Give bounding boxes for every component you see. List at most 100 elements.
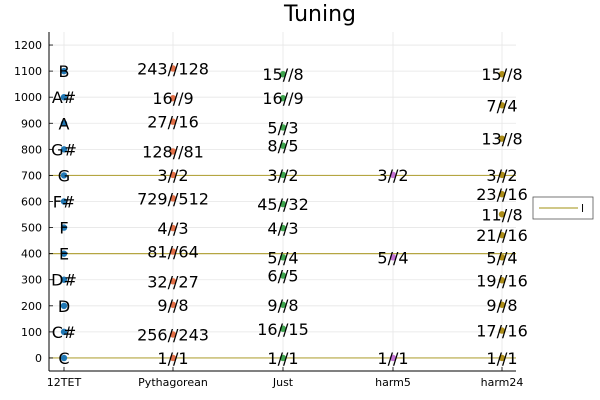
x-tick-label: harm24 <box>481 376 524 389</box>
data-label: 243//128 <box>137 60 209 79</box>
data-label: 16//9 <box>152 89 193 108</box>
chart-title: Tuning <box>283 2 356 27</box>
data-label: G# <box>51 140 77 159</box>
data-point <box>60 146 68 153</box>
data-label: 45//32 <box>257 195 309 214</box>
data-point <box>169 278 177 285</box>
data-label: 3//2 <box>377 166 408 185</box>
y-tick-label: 1200 <box>14 39 42 52</box>
data-label: 3//2 <box>157 166 188 185</box>
data-label: 15//8 <box>481 65 522 84</box>
data-point <box>279 171 287 179</box>
data-point <box>389 171 397 179</box>
data-point <box>60 354 68 362</box>
data-label: 9//8 <box>267 296 298 315</box>
data-label: 6//5 <box>267 267 298 286</box>
data-label: 5//4 <box>486 248 517 267</box>
data-label: 7//4 <box>486 96 517 115</box>
data-label: E <box>59 245 69 264</box>
data-label: 13//8 <box>481 130 522 149</box>
legend: l <box>532 196 594 220</box>
data-point <box>498 277 506 284</box>
data-point <box>279 301 287 308</box>
data-point <box>498 231 506 239</box>
y-tick-label: 500 <box>21 222 42 235</box>
x-axis-ticks: 12TET Pythagorean Just harm5 harm24 <box>47 367 524 389</box>
data-point <box>60 328 68 336</box>
data-point <box>169 65 177 72</box>
data-label: 4//3 <box>157 219 188 238</box>
y-tick-label: 700 <box>21 169 42 182</box>
x-tick-label: 12TET <box>47 376 82 389</box>
data-label: D# <box>51 271 77 290</box>
data-point <box>279 354 287 362</box>
data-label: A# <box>52 88 76 107</box>
data-label: 8//5 <box>267 137 298 156</box>
data-label: 5//3 <box>267 118 298 137</box>
x-tick-label: Just <box>272 376 294 389</box>
data-label: 16//9 <box>262 89 303 108</box>
data-label: 19//16 <box>476 271 528 290</box>
data-label: 128//81 <box>142 142 204 161</box>
data-label: 11//8 <box>481 205 522 224</box>
y-tick-label: 100 <box>21 326 42 339</box>
data-label: C <box>58 349 69 368</box>
data-label: 9//8 <box>157 296 188 315</box>
data-point <box>60 250 68 257</box>
y-tick-label: 1100 <box>14 65 42 78</box>
data-point <box>169 171 177 179</box>
data-point <box>498 190 506 198</box>
data-point <box>169 148 177 155</box>
data-point <box>169 301 177 308</box>
data-point <box>169 224 177 232</box>
legend-label: l <box>581 202 584 215</box>
data-point <box>169 195 177 202</box>
data-point <box>279 71 287 78</box>
data-label: 5//4 <box>377 248 408 267</box>
data-label: 27//16 <box>147 113 199 132</box>
data-point <box>498 301 506 308</box>
data-point <box>498 71 506 78</box>
data-point <box>169 118 177 125</box>
data-label: 15//8 <box>262 65 303 84</box>
data-label: 1//1 <box>486 349 517 368</box>
y-tick-label: 200 <box>21 300 42 313</box>
data-label: 23//16 <box>476 185 528 204</box>
data-label: 32//27 <box>147 272 199 291</box>
data-point <box>498 354 506 362</box>
data-point <box>498 327 506 334</box>
x-tick-label: harm5 <box>375 376 411 389</box>
data-label: D <box>58 297 70 316</box>
data-label: 729//512 <box>137 189 209 208</box>
data-label: 1//1 <box>377 349 408 368</box>
data-point <box>498 171 506 179</box>
data-label: 9//8 <box>486 296 517 315</box>
data-label: 16//15 <box>257 320 309 339</box>
data-point <box>279 325 287 332</box>
data-point <box>60 172 68 179</box>
data-label: 4//3 <box>267 219 298 238</box>
y-tick-label: 800 <box>21 143 42 156</box>
y-tick-label: 300 <box>21 274 42 287</box>
data-label: 17//16 <box>476 322 528 341</box>
data-point <box>498 102 506 109</box>
data-point <box>169 95 177 102</box>
data-point <box>60 67 68 75</box>
data-point <box>279 254 287 261</box>
data-point <box>60 93 68 101</box>
data-point <box>498 135 506 142</box>
data-point <box>169 331 177 338</box>
data-point <box>279 200 287 208</box>
data-label: 3//2 <box>267 166 298 185</box>
y-axis-ticks: 0 100 200 300 400 500 600 700 800 900 1000 1100 1200 <box>14 39 53 365</box>
data-point <box>279 124 287 131</box>
data-label: 3//2 <box>486 166 517 185</box>
data-point <box>279 272 287 279</box>
data-label: F <box>59 219 68 238</box>
data-point <box>169 248 177 255</box>
data-point <box>169 354 177 362</box>
data-label: F# <box>53 193 76 212</box>
y-tick-label: 0 <box>35 352 42 365</box>
data-label: B <box>59 62 70 81</box>
data-point <box>279 224 287 232</box>
